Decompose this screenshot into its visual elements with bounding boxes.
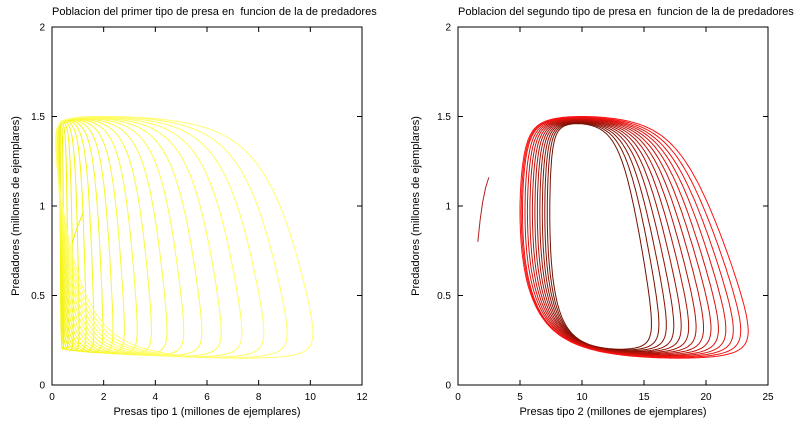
trajectory-loop [55,116,243,358]
trajectory-loop [526,118,719,356]
trajectory-loop [549,123,652,350]
trajectory-loop [524,117,727,357]
trajectory-loop [56,117,222,357]
x-tick-label: 4 [153,392,159,403]
trajectory-loop [534,119,697,354]
trajectory-loop [55,116,265,358]
x-tick-label: 6 [204,392,210,403]
phase-plot-prey1: Poblacion del primer tipo de presa en fu… [10,6,377,418]
x-tick-label: 0 [49,392,55,403]
trajectory-loop [56,118,168,356]
trajectory-loop [56,117,203,357]
trajectory-loop [544,122,667,352]
trajectory-loop [546,122,660,351]
y-tick-label: 0.5 [31,291,45,302]
x-tick-label: 5 [517,392,523,403]
trajectory-loop [519,116,749,359]
y-tick-label: 1 [39,202,45,213]
x-tick-label: 8 [256,392,262,403]
trajectory-loop [56,117,185,356]
plot-frame [457,26,769,386]
y-tick-label: 1.5 [31,112,45,123]
trajectory-loop [522,117,734,358]
plot-area: 0 5 10 15 20 25 0 0.5 1 1.5 2 [437,23,774,404]
trajectory-loop [541,121,675,352]
trajectory-loop [520,116,742,358]
trajectory-loop [531,119,704,355]
x-tick-label: 25 [762,392,774,403]
y-tick-label: 1 [445,202,451,213]
x-tick-label: 2 [101,392,107,403]
trajectory-loop [55,116,288,359]
x-tick-label: 10 [576,392,588,403]
y-tick-label: 2 [39,23,45,34]
plot-frame [51,26,363,386]
phase-plot-prey2: Poblacion del segundo tipo de presa en f… [400,0,800,426]
y-tick-label: 0 [445,381,451,392]
x-tick-label: 15 [638,392,650,403]
x-tick-label: 12 [356,392,368,403]
trajectory-transient [477,177,490,242]
x-tick-label: 20 [700,392,712,403]
trajectory-transient [71,211,84,244]
trajectory-loop [539,121,682,353]
chart-title: Poblacion del primer tipo de presa en fu… [52,6,377,18]
x-axis-label: Presas tipo 1 (millones de ejemplares) [113,406,301,418]
x-tick-label: 10 [305,392,317,403]
y-tick-label: 2 [445,23,451,34]
y-tick-label: 0.5 [437,291,451,302]
trajectory-loop [55,116,314,359]
x-axis-label: Presas tipo 2 (millones de ejemplares) [519,406,707,418]
y-tick-label: 1.5 [437,112,451,123]
plot-area: 0 2 4 6 8 10 12 0 0.5 1 1.5 2 [31,23,368,404]
trajectory-loop [529,118,712,356]
y-tick-label: 0 [39,381,45,392]
trajectory-loop [536,120,690,354]
x-tick-label: 0 [455,392,461,403]
